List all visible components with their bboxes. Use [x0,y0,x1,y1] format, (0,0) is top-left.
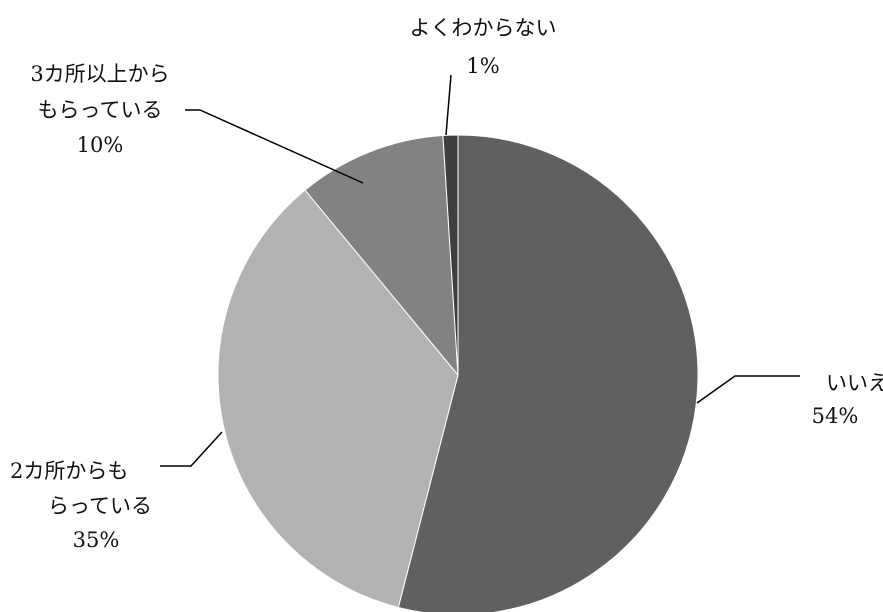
pie-slice-3 [442,134,459,376]
slice-label-0-line-0: いいえ [826,371,883,395]
slice-percent-0: 54% [812,404,859,428]
pie-slice-2 [304,134,459,377]
leader-line-1 [160,431,223,467]
leader-line-0 [696,375,800,404]
slice-percent-2: 10% [77,133,124,157]
slice-label-3-line-0: よくわからない [410,16,557,40]
pie-slice-1 [217,189,459,609]
pie-slices [217,134,699,612]
pie-leader-lines [160,74,800,467]
pie-slice-0 [397,134,699,612]
slice-label-1-line-0: 2カ所からも [10,459,128,483]
slice-label-2-line-0: 3カ所以上から [30,62,169,86]
leader-line-3 [445,74,452,136]
leader-line-2 [185,109,364,184]
slice-label-1-line-1: らっている [48,494,152,518]
slice-percent-3: 1% [466,54,499,78]
slice-label-2-line-1: もらっている [38,98,163,122]
slice-percent-1: 35% [73,528,120,552]
